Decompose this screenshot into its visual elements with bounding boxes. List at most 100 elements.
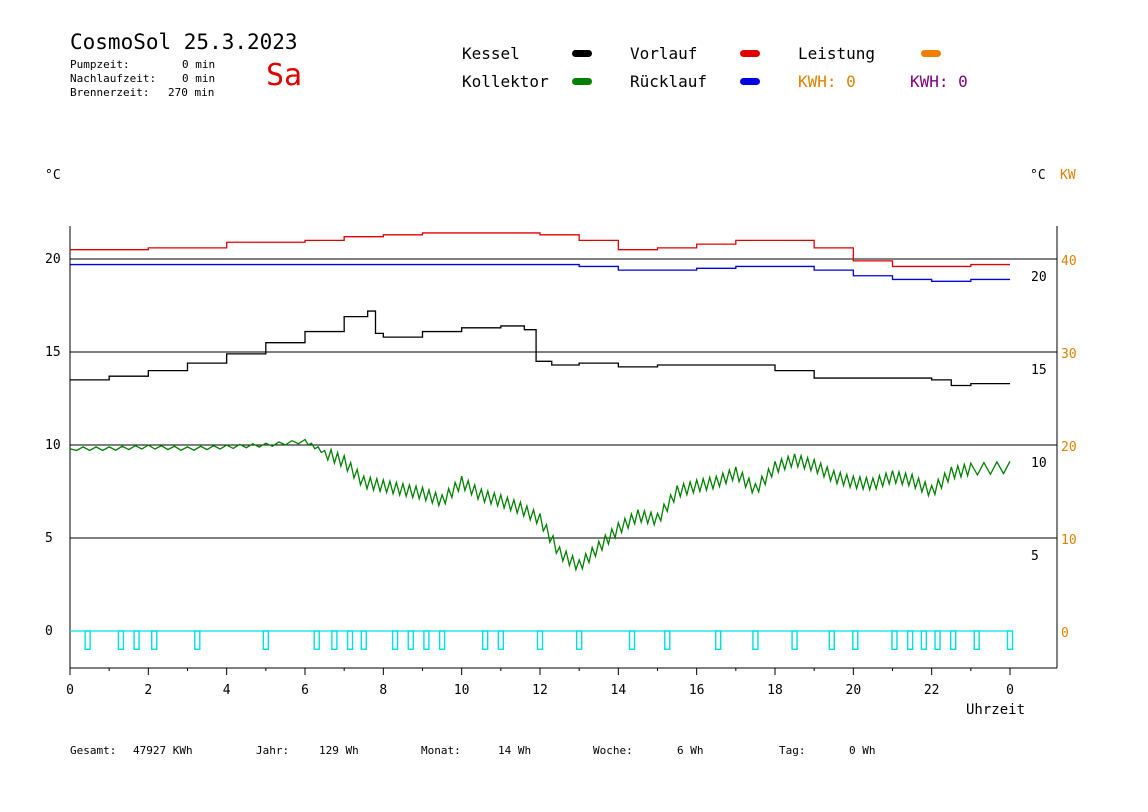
legend-kessel-label: Kessel — [462, 44, 520, 63]
leistung-pulse — [536, 630, 544, 650]
kw-tick-label: 10 — [1061, 533, 1077, 548]
leistung-pulse — [852, 630, 859, 650]
leistung-pulse — [423, 630, 430, 650]
weekday-label: Sa — [266, 58, 303, 93]
legend-leistung-label: Leistung — [798, 44, 876, 63]
leistung-pulse — [715, 630, 722, 650]
leistung-pulse — [331, 630, 338, 650]
series-line-vorlauf — [70, 232, 1010, 268]
x-tick-label: 14 — [611, 683, 627, 698]
right-axis-unit-kw: KW — [1060, 168, 1076, 183]
leistung-pulse — [791, 630, 798, 650]
chart-title: CosmoSol 25.3.2023 — [70, 30, 298, 54]
footer-gesamt-label: Gesamt: — [70, 744, 117, 757]
x-tick-label: 10 — [454, 683, 470, 698]
footer-woche-label: Woche: — [593, 744, 633, 757]
stat-pumpzeit-label: Pumpzeit: — [70, 58, 130, 71]
stat-nachlaufzeit-label: Nachlaufzeit: — [70, 72, 157, 85]
x-tick-label: 0 — [1006, 683, 1014, 698]
right-axis-unit-c: °C — [1030, 168, 1046, 183]
footer-monat-label: Monat: — [421, 744, 461, 757]
leistung-pulse — [262, 630, 270, 650]
footer-gesamt-value: 47927 KWh — [133, 744, 193, 757]
series-line-kollektor — [69, 438, 1011, 573]
chart-ticks: 0 5 10 15 20 5 10 15 20 0 10 20 30 40 0 2 4 6 8 10 12 14 16 18 2… — [45, 252, 1077, 698]
legend-kwh-orange: KWH: 0 — [798, 72, 856, 91]
leistung-pulses — [70, 630, 1014, 650]
leistung-pulse — [575, 630, 583, 650]
leistung-pulse — [313, 630, 320, 650]
stat-pumpzeit-value: 0 min — [182, 58, 216, 71]
leistung-pulse — [438, 630, 446, 650]
legend-vorlauf-swatch — [740, 50, 760, 57]
leistung-pulse — [891, 630, 898, 650]
leistung-pulse — [828, 630, 835, 650]
leistung-pulse — [1006, 630, 1014, 650]
y-right-tick-label: 5 — [1031, 549, 1039, 564]
x-tick-label: 0 — [66, 683, 74, 698]
leistung-pulse — [481, 630, 489, 650]
footer-tag-label: Tag: — [779, 744, 806, 757]
x-tick-label: 6 — [301, 683, 309, 698]
x-tick-label: 20 — [846, 683, 862, 698]
legend-vorlauf-label: Vorlauf — [630, 44, 698, 63]
left-axis-unit: °C — [45, 168, 61, 183]
stat-brennerzeit-label: Brennerzeit: — [70, 86, 150, 99]
series-line-kessel — [70, 310, 1010, 387]
footer-jahr-value: 129 Wh — [319, 744, 359, 757]
kw-tick-label: 40 — [1061, 254, 1077, 269]
footer-monat-value: 14 Wh — [498, 744, 532, 757]
leistung-pulse — [117, 630, 125, 650]
footer-tag-value: 0 Wh — [849, 744, 876, 757]
leistung-pulse — [407, 630, 414, 650]
leistung-pulse — [84, 630, 91, 650]
leistung-pulse — [497, 630, 505, 650]
chart-grid — [69, 226, 1058, 669]
leistung-pulse — [664, 630, 671, 650]
kw-tick-label: 30 — [1061, 347, 1077, 362]
leistung-pulse — [950, 630, 957, 650]
leistung-pulse — [391, 630, 399, 650]
legend-leistung-swatch — [921, 50, 941, 57]
kw-tick-label: 20 — [1061, 440, 1077, 455]
y-tick-label: 5 — [45, 531, 53, 546]
x-tick-label: 8 — [379, 683, 387, 698]
y-tick-label: 10 — [45, 438, 61, 453]
legend-kessel-swatch — [572, 50, 592, 57]
stat-brennerzeit-value: 270 min — [168, 86, 215, 99]
x-tick-label: 4 — [223, 683, 231, 698]
leistung-pulse — [133, 630, 140, 650]
leistung-pulse — [752, 630, 759, 650]
x-tick-label: 2 — [144, 683, 152, 698]
leistung-pulse — [346, 630, 354, 650]
y-tick-label: 15 — [45, 345, 61, 360]
x-tick-label: 22 — [924, 683, 940, 698]
footer-jahr-label: Jahr: — [256, 744, 290, 757]
series-line-rücklauf — [70, 263, 1010, 282]
leistung-pulse — [628, 630, 636, 650]
y-right-tick-label: 10 — [1031, 456, 1047, 471]
legend-ruecklauf-swatch — [740, 78, 760, 85]
leistung-pulse — [934, 630, 941, 650]
y-tick-label: 0 — [45, 624, 53, 639]
chart-series — [69, 232, 1011, 573]
y-right-tick-label: 20 — [1031, 270, 1047, 285]
legend-kollektor-swatch — [572, 78, 592, 85]
x-tick-label: 12 — [532, 683, 548, 698]
leistung-pulse — [360, 630, 367, 650]
legend-ruecklauf-label: Rücklauf — [630, 72, 708, 91]
footer-woche-value: 6 Wh — [677, 744, 704, 757]
x-tick-label: 18 — [767, 683, 783, 698]
leistung-pulse — [151, 630, 158, 650]
x-axis-title: Uhrzeit — [966, 702, 1026, 718]
kw-tick-label: 0 — [1061, 626, 1069, 641]
leistung-pulse — [906, 630, 914, 650]
legend-kollektor-label: Kollektor — [462, 72, 549, 91]
stat-nachlaufzeit-value: 0 min — [182, 72, 216, 85]
leistung-pulse — [194, 630, 201, 650]
y-tick-label: 20 — [45, 252, 61, 267]
legend-kwh-purple: KWH: 0 — [910, 72, 968, 91]
leistung-pulse — [920, 630, 928, 650]
x-tick-label: 16 — [689, 683, 705, 698]
